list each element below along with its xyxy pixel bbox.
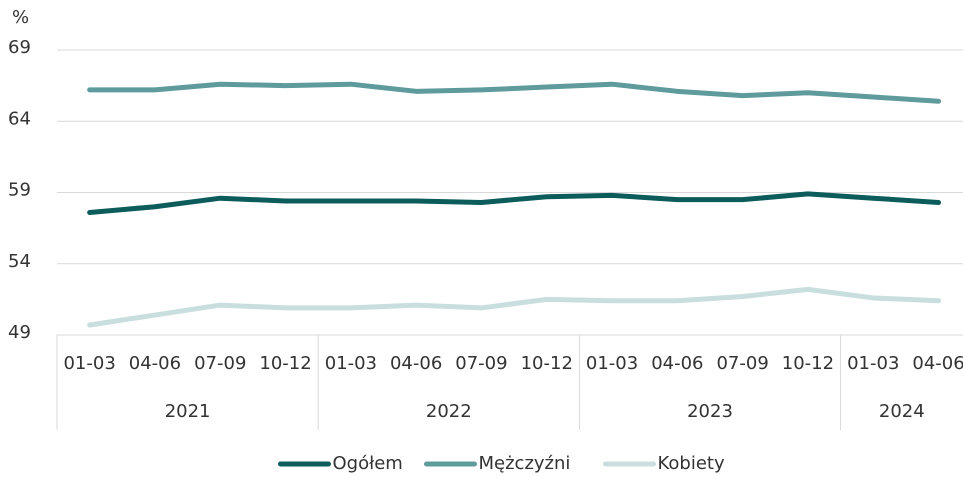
x-tick-label: 04-06 <box>129 353 181 374</box>
x-tick-label: 07-09 <box>716 353 768 374</box>
y-unit: % <box>12 7 29 28</box>
legend-label: Ogółem <box>333 453 403 474</box>
group-label: 2023 <box>687 401 733 422</box>
legend-label: Mężczyźni <box>479 453 571 474</box>
group-label: 2024 <box>879 401 925 422</box>
y-tick-label: 49 <box>8 322 31 343</box>
x-tick-label: 10-12 <box>521 353 573 374</box>
x-tick-label: 01-03 <box>586 353 638 374</box>
x-tick-label: 04-06 <box>390 353 442 374</box>
legend-label: Kobiety <box>658 453 725 474</box>
x-tick-label: 01-03 <box>63 353 115 374</box>
y-tick-label: 54 <box>8 251 31 272</box>
y-tick-label: 59 <box>8 180 31 201</box>
y-tick-label: 64 <box>8 108 31 129</box>
series-line <box>87 81 942 104</box>
x-tick-label: 04-06 <box>651 353 703 374</box>
x-tick-label: 04-06 <box>912 353 963 374</box>
y-tick-label: 69 <box>8 37 31 58</box>
x-tick-label: 10-12 <box>259 353 311 374</box>
group-label: 2022 <box>426 401 472 422</box>
x-tick-label: 10-12 <box>782 353 834 374</box>
group-label: 2021 <box>165 401 211 422</box>
series-line <box>87 191 942 215</box>
series-line <box>87 286 942 328</box>
x-tick-label: 07-09 <box>455 353 507 374</box>
x-tick-label: 07-09 <box>194 353 246 374</box>
x-tick-label: 01-03 <box>847 353 899 374</box>
x-tick-label: 01-03 <box>325 353 377 374</box>
